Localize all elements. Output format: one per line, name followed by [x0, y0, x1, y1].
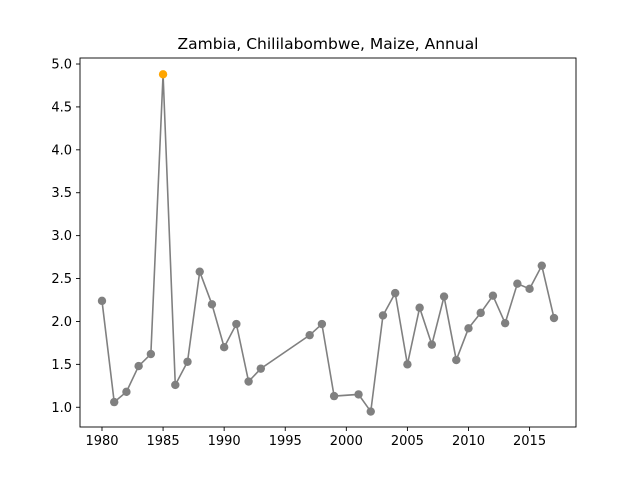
x-tick-label: 2015 [513, 434, 546, 449]
data-point [439, 292, 449, 301]
data-point [256, 364, 266, 373]
x-tick-label: 2010 [452, 434, 485, 449]
data-point [110, 397, 119, 407]
data-point [403, 360, 412, 369]
y-tick-label: 4.5 [51, 100, 72, 115]
data-point [488, 291, 498, 300]
x-tick-label: 2000 [330, 434, 363, 449]
chart-title: Zambia, Chililabombwe, Maize, Annual [178, 35, 479, 53]
data-point [366, 407, 375, 416]
x-tick-label: 1995 [269, 434, 302, 449]
series-line [101, 74, 555, 414]
data-point [329, 391, 339, 401]
data-point [305, 330, 314, 340]
x-tick-label: 1985 [147, 434, 180, 449]
data-point [378, 311, 388, 320]
data-point [464, 324, 473, 333]
data-point [146, 349, 156, 359]
axes-layer: 1980 1985 1990 1995 2000 2005 2010 2015 1.0 1.5 2.… [51, 57, 577, 449]
y-tick-label: 5.0 [51, 58, 72, 73]
data-point [219, 342, 229, 352]
data-point [207, 300, 217, 309]
data-point [537, 261, 546, 270]
data-point [427, 340, 437, 349]
data-point [122, 387, 131, 397]
series-layer [97, 70, 559, 416]
data-point [183, 357, 192, 366]
y-tick-label: 2.0 [51, 315, 72, 330]
data-point [195, 267, 204, 276]
data-point [525, 284, 534, 294]
y-tick-label: 3.0 [51, 229, 72, 244]
data-point [500, 318, 510, 328]
data-point [513, 279, 522, 288]
y-tick-label: 1.0 [51, 401, 72, 416]
data-point [244, 377, 253, 386]
data-point [415, 303, 424, 312]
y-tick-label: 4.0 [51, 143, 72, 158]
x-tick-label: 1990 [208, 434, 241, 449]
data-point [354, 390, 363, 399]
data-point [232, 319, 241, 329]
x-tick-label: 2005 [391, 434, 424, 449]
data-point [390, 288, 400, 298]
y-tick-label: 2.5 [51, 272, 72, 287]
y-tick-label: 3.5 [51, 186, 72, 201]
data-point [452, 355, 461, 365]
data-point [97, 296, 107, 306]
data-point [171, 380, 180, 390]
plot-frame [79, 57, 577, 428]
data-point [549, 313, 559, 323]
highlight-point [158, 70, 168, 79]
data-point [476, 308, 485, 318]
data-point [317, 319, 327, 329]
y-tick-label: 1.5 [51, 358, 72, 373]
x-tick-label: 1980 [85, 434, 118, 449]
data-point [134, 361, 143, 371]
